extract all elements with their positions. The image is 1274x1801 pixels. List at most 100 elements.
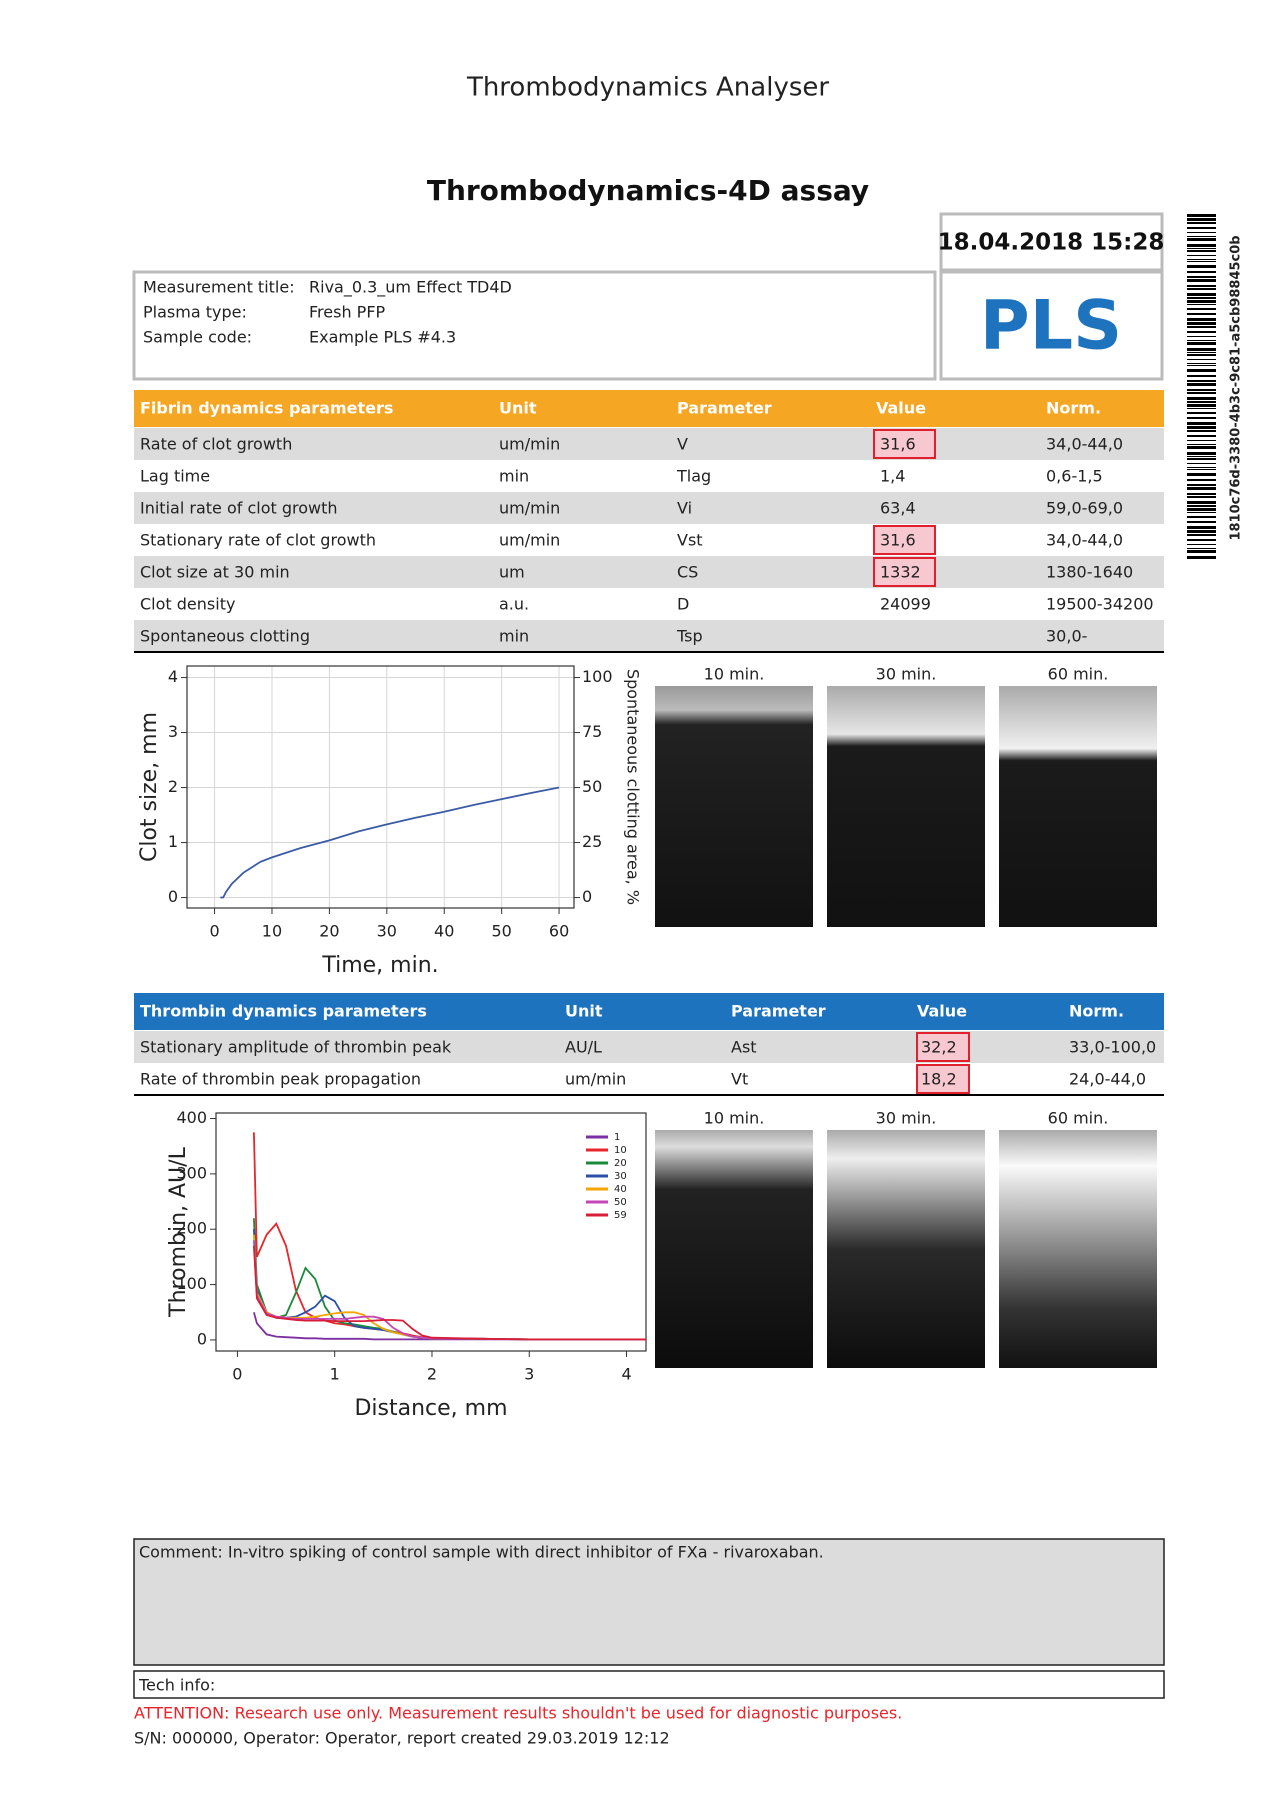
legend-label: 30	[614, 1171, 627, 1182]
table-cell: 30,0-	[1046, 627, 1087, 646]
plot-frame	[186, 665, 575, 909]
barcode-bar	[1187, 444, 1216, 445]
flag-box	[873, 557, 936, 587]
barcode-bar	[1187, 348, 1216, 351]
table-header-bg	[134, 993, 1164, 1030]
x-tick-label: 1	[330, 1365, 340, 1384]
barcode-bar	[1187, 255, 1216, 256]
table-cell: 1332	[880, 563, 921, 582]
tech-info: Tech info:	[138, 1676, 215, 1695]
table-cell: Vt	[731, 1070, 748, 1089]
table-cell: Spontaneous clotting	[140, 627, 310, 646]
barcode-bar	[1187, 285, 1216, 287]
legend-label: 40	[614, 1184, 627, 1195]
flag-box	[916, 1064, 970, 1094]
table-cell: Rate of thrombin peak propagation	[140, 1070, 421, 1089]
image-label: 10 min.	[704, 665, 765, 684]
table-cell: Tsp	[676, 627, 703, 646]
column-header: Fibrin dynamics parameters	[140, 399, 393, 418]
table-cell: 33,0-100,0	[1069, 1038, 1156, 1057]
column-header: Value	[876, 399, 926, 418]
photo	[999, 1130, 1157, 1368]
barcode-bar	[1187, 293, 1216, 296]
table-cell: Vi	[677, 499, 692, 518]
barcode-bar	[1187, 496, 1216, 498]
comment-box	[133, 1538, 1165, 1666]
comment: Comment: In-vitro spiking of control sam…	[139, 1543, 824, 1562]
table-cell: um/min	[499, 435, 560, 454]
flag-box	[873, 429, 936, 459]
table-cell: 31,6	[880, 531, 916, 550]
y-axis-label: Thrombin, AU/L	[166, 1146, 191, 1317]
barcode-bar	[1187, 446, 1216, 449]
barcode-bar	[1187, 463, 1216, 464]
barcode-bar	[1187, 369, 1216, 372]
barcode-bar	[1187, 288, 1216, 290]
column-header: Unit	[499, 399, 537, 418]
y-tick-label: 300	[176, 1163, 207, 1182]
y2-tick-label: 0	[582, 887, 592, 906]
barcode-bar	[1187, 473, 1216, 476]
table-cell: 59,0-69,0	[1046, 499, 1123, 518]
image-label: 10 min.	[704, 1109, 765, 1128]
data-line	[220, 786, 560, 899]
table-cell: 1380-1640	[1046, 563, 1133, 582]
barcode-bar	[1187, 408, 1216, 409]
barcode-bar	[1187, 214, 1216, 217]
x-tick-label: 60	[549, 922, 569, 941]
x-tick-label: 10	[262, 922, 282, 941]
barcode-bar	[1187, 417, 1216, 419]
y-tick-label: 2	[168, 777, 178, 796]
y2-tick-label: 25	[582, 832, 602, 851]
data-line	[253, 1245, 646, 1341]
attention: ATTENTION: Research use only. Measuremen…	[134, 1704, 902, 1723]
image-label: 60 min.	[1048, 665, 1109, 684]
table-cell: CS	[677, 563, 698, 582]
tech-info-box	[133, 1670, 1165, 1699]
photo	[655, 686, 813, 927]
barcode-bar	[1187, 318, 1216, 321]
barcode-bar	[1187, 238, 1216, 241]
row-bg	[134, 492, 1164, 524]
legend-label: 20	[614, 1158, 627, 1169]
barcode-bar	[1187, 516, 1216, 518]
barcode-bar	[1187, 218, 1216, 221]
table-cell: Vst	[677, 531, 703, 550]
fibrin-images	[655, 686, 1157, 927]
barcode-bar	[1187, 526, 1216, 529]
y2-tick-label: 100	[582, 667, 613, 686]
barcode-bar	[1187, 456, 1216, 457]
image-label: 30 min.	[876, 1109, 937, 1128]
table-cell: Initial rate of clot growth	[140, 499, 338, 518]
info-value: Riva_0.3_um Effect TD4D	[309, 278, 512, 298]
barcode-bar	[1187, 380, 1216, 382]
barcode-bar	[1187, 493, 1216, 495]
table-cell: 0,6-1,5	[1046, 467, 1103, 486]
table-cell: a.u.	[499, 595, 529, 614]
table-cell: Rate of clot growth	[140, 435, 292, 454]
barcode-bar	[1187, 340, 1216, 341]
y-tick-label: 0	[168, 887, 178, 906]
barcode-bar	[1187, 304, 1216, 305]
legend-label: 59	[614, 1210, 627, 1221]
x-tick-label: 40	[434, 922, 454, 941]
table-cell: 18,2	[921, 1070, 957, 1089]
barcode-bar	[1187, 375, 1216, 377]
barcode-bar	[1187, 236, 1216, 237]
table-cell: um	[499, 563, 525, 582]
barcode-bar	[1187, 556, 1216, 559]
row-bg	[134, 620, 1164, 652]
barcode-bar	[1187, 313, 1216, 315]
barcode-bar	[1187, 336, 1216, 337]
barcode-bar	[1187, 365, 1216, 366]
image-label: 30 min.	[876, 665, 937, 684]
barcode-bar	[1187, 548, 1216, 549]
table-cell: Clot size at 30 min	[140, 563, 290, 582]
barcode-bar	[1187, 342, 1216, 345]
photo	[827, 686, 985, 927]
barcode-bar	[1187, 359, 1216, 360]
flag-box	[873, 525, 936, 555]
thrombin-images	[655, 1130, 1157, 1368]
legend-label: 10	[614, 1145, 627, 1156]
